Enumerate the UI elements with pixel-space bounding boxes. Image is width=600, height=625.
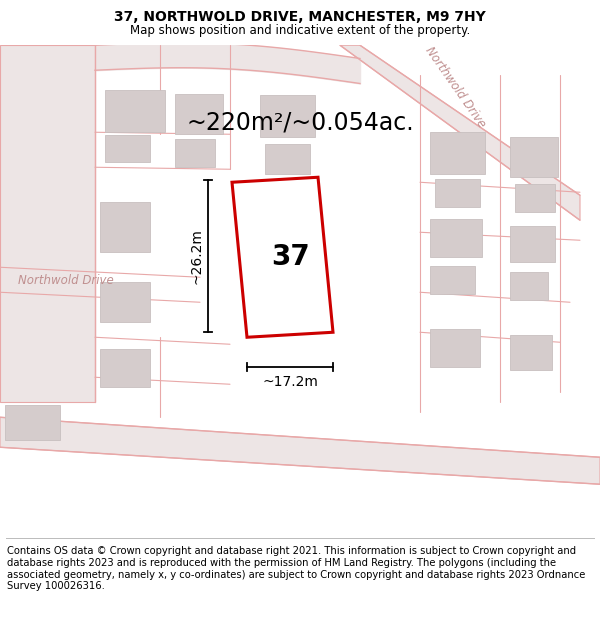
- Bar: [175, 94, 223, 134]
- Bar: [175, 139, 215, 168]
- Bar: [430, 266, 475, 294]
- Text: Northwold Drive: Northwold Drive: [422, 44, 488, 130]
- Bar: [510, 335, 552, 370]
- Bar: [430, 329, 480, 367]
- Polygon shape: [0, 45, 95, 403]
- Text: Northwold Drive: Northwold Drive: [18, 274, 114, 287]
- Text: Map shows position and indicative extent of the property.: Map shows position and indicative extent…: [130, 24, 470, 37]
- Polygon shape: [0, 418, 600, 484]
- Bar: [5, 405, 60, 440]
- Bar: [510, 226, 555, 262]
- Bar: [515, 184, 555, 213]
- Text: Contains OS data © Crown copyright and database right 2021. This information is : Contains OS data © Crown copyright and d…: [7, 546, 586, 591]
- Text: 37, NORTHWOLD DRIVE, MANCHESTER, M9 7HY: 37, NORTHWOLD DRIVE, MANCHESTER, M9 7HY: [114, 10, 486, 24]
- Bar: [510, 138, 558, 178]
- Bar: [510, 272, 548, 300]
- Text: 37: 37: [271, 243, 310, 271]
- Bar: [430, 132, 485, 174]
- Bar: [435, 179, 480, 208]
- Bar: [100, 349, 150, 388]
- Polygon shape: [340, 45, 580, 220]
- Bar: [265, 144, 310, 174]
- Text: ~17.2m: ~17.2m: [262, 375, 318, 389]
- Bar: [430, 219, 482, 258]
- Bar: [100, 282, 150, 322]
- Bar: [100, 202, 150, 252]
- Polygon shape: [232, 177, 333, 338]
- Bar: [105, 90, 165, 132]
- Text: ~220m²/~0.054ac.: ~220m²/~0.054ac.: [186, 110, 414, 134]
- Bar: [105, 135, 150, 162]
- Text: ~26.2m: ~26.2m: [189, 228, 203, 284]
- Bar: [245, 194, 303, 262]
- Bar: [260, 95, 315, 138]
